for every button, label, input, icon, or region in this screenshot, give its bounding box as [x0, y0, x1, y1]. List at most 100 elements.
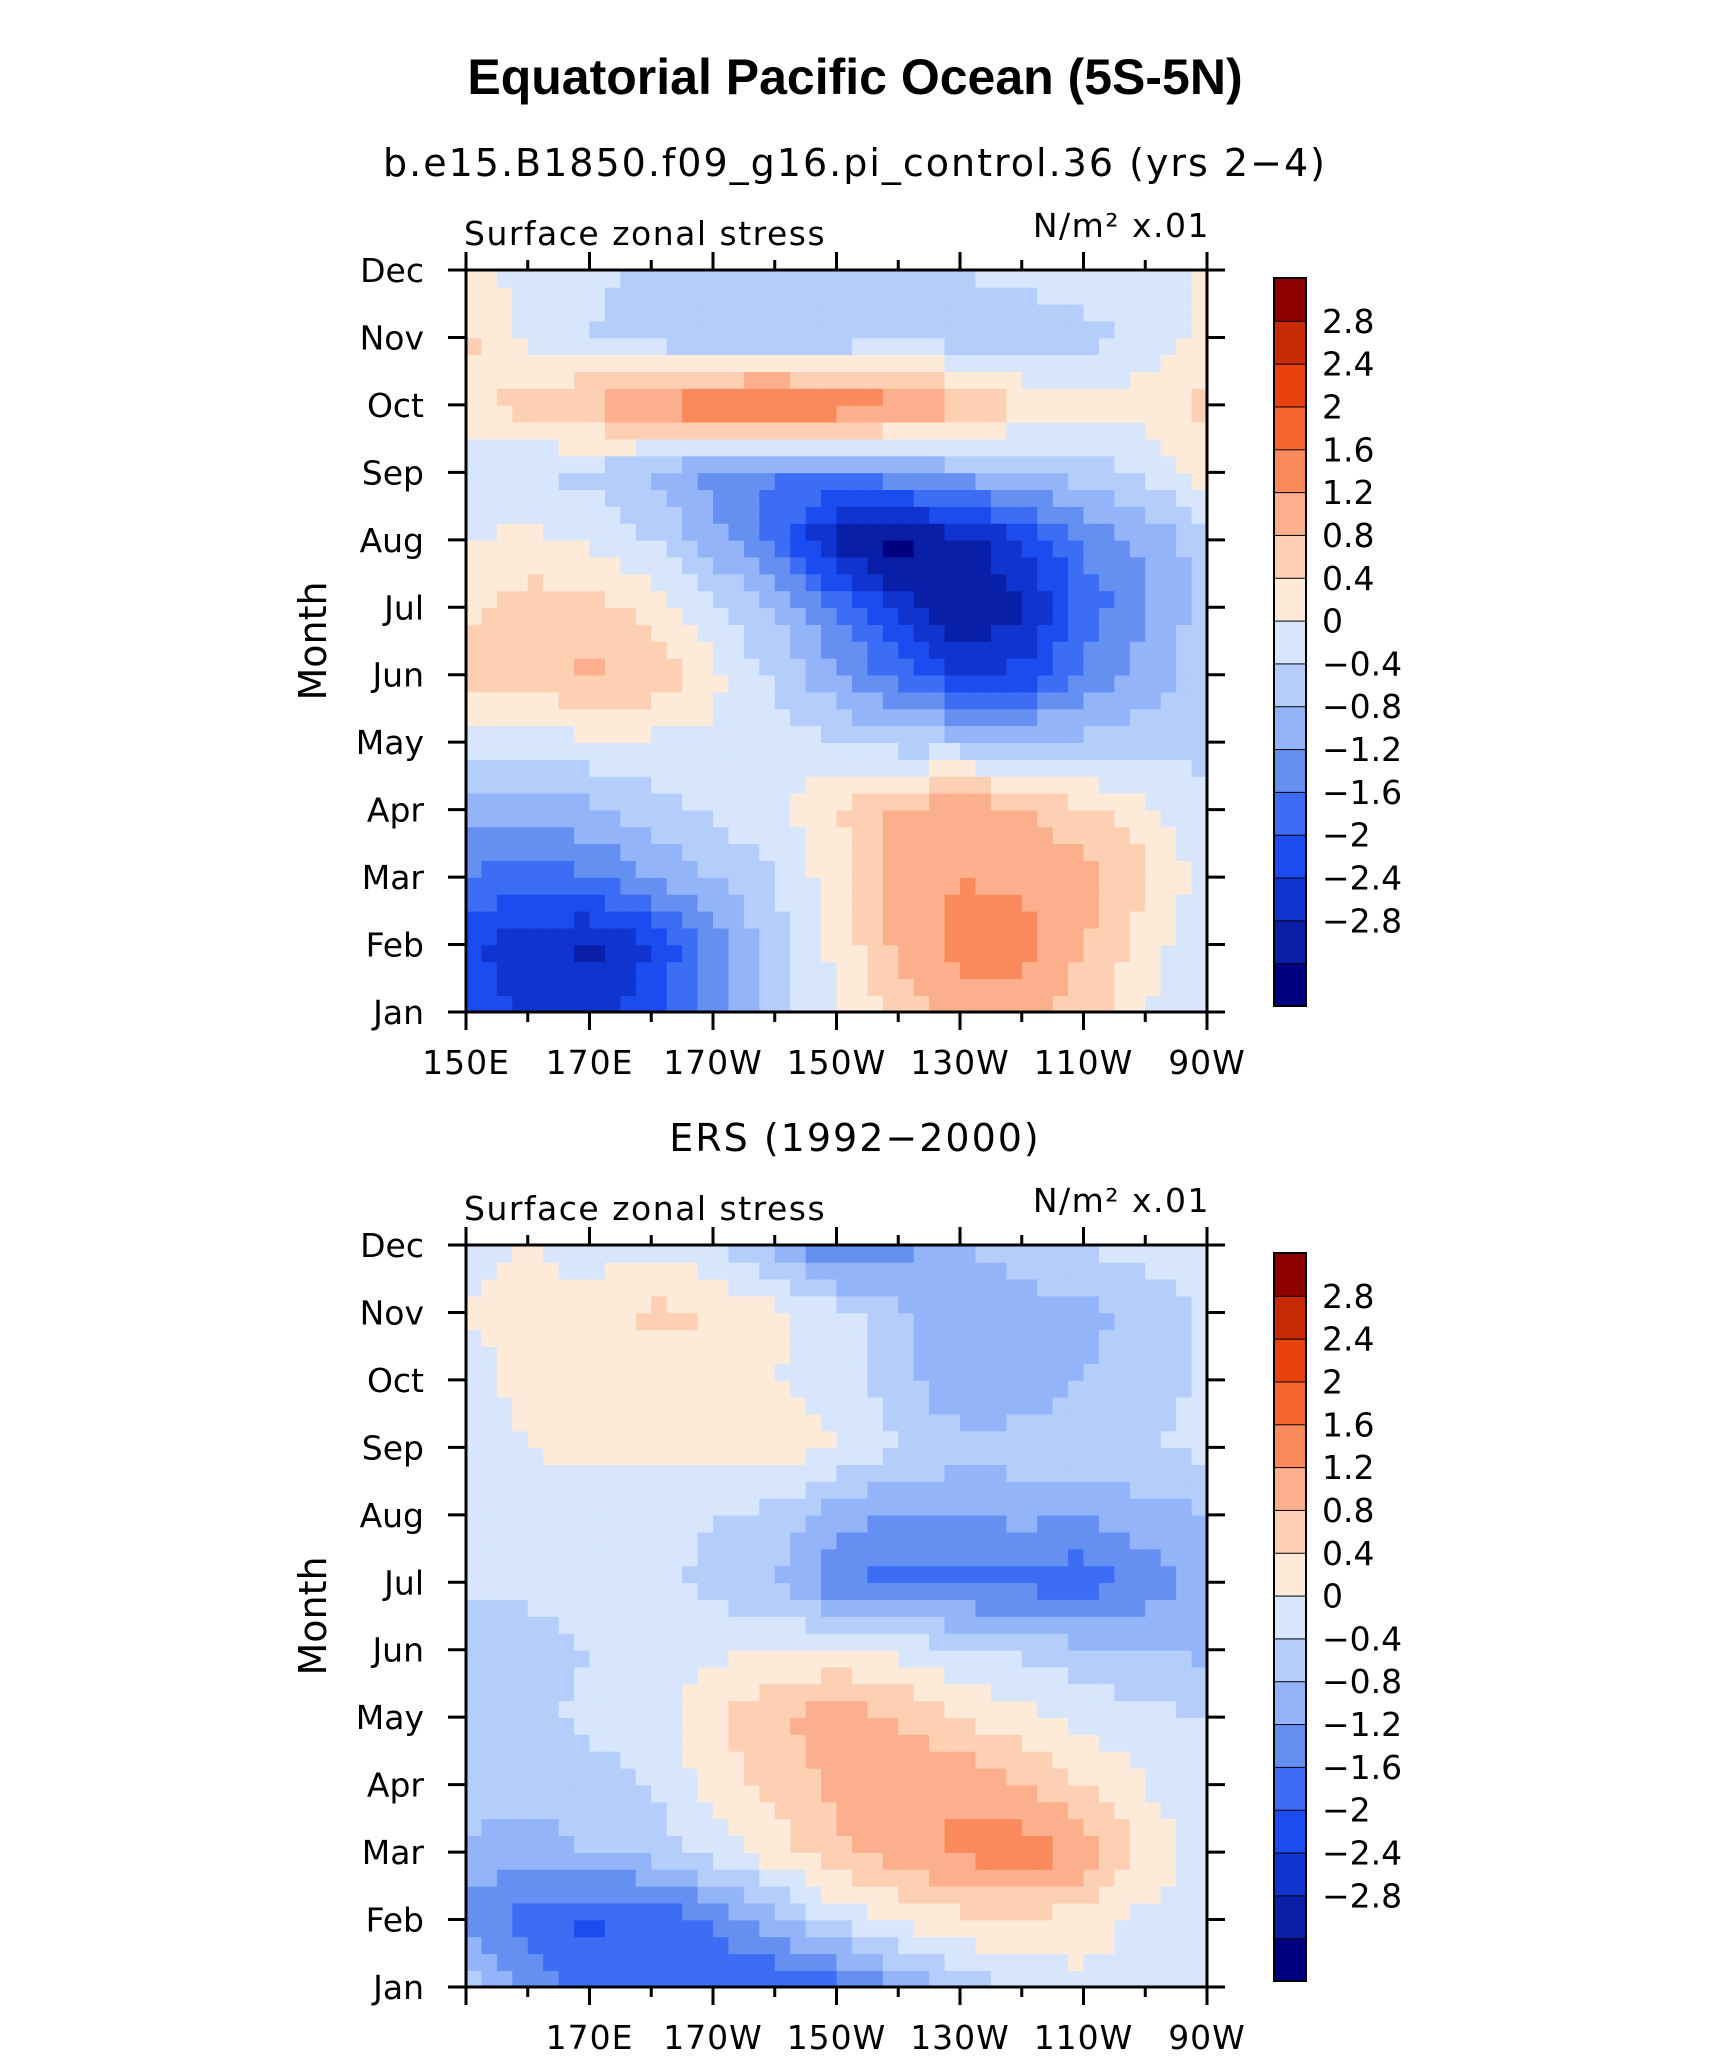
heatmap-cell	[990, 320, 1008, 339]
heatmap-cell	[697, 1649, 714, 1668]
heatmap-cell	[728, 893, 745, 912]
heatmap-cell	[805, 354, 822, 372]
heatmap-cell	[527, 742, 544, 760]
heatmap-cell	[713, 1767, 730, 1786]
heatmap-cell	[759, 1363, 776, 1381]
heatmap-cell	[496, 1767, 514, 1786]
heatmap-cell	[743, 1565, 761, 1584]
heatmap-cell	[882, 438, 900, 457]
heatmap-cell	[558, 354, 575, 372]
heatmap-cell	[990, 1379, 1008, 1398]
heatmap-cell	[1145, 1700, 1162, 1718]
heatmap-cell	[882, 337, 900, 356]
heatmap-cell	[1052, 472, 1069, 491]
heatmap-cell	[682, 809, 699, 828]
heatmap-cell	[1021, 674, 1038, 693]
heatmap-cell	[759, 590, 776, 609]
heatmap-cell	[1098, 1784, 1116, 1803]
heatmap-cell	[651, 674, 668, 693]
heatmap-cell	[666, 995, 683, 1012]
heatmap-cell	[1191, 1548, 1207, 1567]
heatmap-cell	[851, 1852, 869, 1870]
heatmap-cell	[990, 421, 1008, 440]
heatmap-cell	[1176, 1683, 1193, 1702]
heatmap-cell	[882, 472, 900, 491]
heatmap-cell	[1083, 809, 1100, 828]
heatmap-cell	[1129, 590, 1147, 609]
heatmap-cell	[496, 286, 514, 305]
heatmap-cell	[990, 1295, 1008, 1314]
heatmap-cell	[481, 1497, 498, 1516]
heatmap-cell	[913, 1531, 930, 1550]
heatmap-cell	[944, 337, 961, 356]
heatmap-cell	[466, 539, 483, 558]
heatmap-cell	[898, 1649, 915, 1668]
heatmap-cell	[805, 1666, 822, 1685]
heatmap-cell	[851, 1599, 869, 1617]
heatmap-cell	[836, 1430, 853, 1449]
heatmap-cell	[1006, 1464, 1023, 1482]
heatmap-cell	[697, 354, 714, 372]
heatmap-cell	[635, 691, 653, 710]
heatmap-cell	[589, 1767, 606, 1786]
heatmap-cell	[990, 742, 1008, 760]
heatmap-cell	[821, 421, 838, 440]
heatmap-cell	[1037, 1363, 1054, 1381]
heatmap-cell	[697, 1278, 714, 1297]
heatmap-cell	[1083, 455, 1100, 474]
heatmap-cell	[882, 1430, 900, 1449]
heatmap-cell	[682, 1649, 699, 1668]
heatmap-cell	[728, 1312, 745, 1331]
heatmap-cell	[604, 1970, 622, 1987]
heatmap-cell	[604, 1717, 622, 1735]
heatmap-cell	[481, 893, 498, 912]
heatmap-cell	[990, 927, 1008, 946]
heatmap-cell	[1191, 1683, 1207, 1702]
heatmap-cell	[496, 489, 514, 507]
heatmap-cell	[604, 1632, 622, 1651]
heatmap-cell	[574, 1430, 591, 1449]
heatmap-cell	[574, 522, 591, 541]
heatmap-cell	[574, 1970, 591, 1987]
heatmap-cell	[944, 1413, 961, 1432]
heatmap-cell	[851, 1919, 869, 1938]
heatmap-cell	[1145, 1447, 1162, 1466]
heatmap-cell	[1021, 1447, 1038, 1466]
heatmap-cell	[1021, 1346, 1038, 1364]
heatmap-cell	[1037, 1666, 1054, 1685]
heatmap-cell	[929, 1801, 946, 1820]
heatmap-cell	[790, 742, 807, 760]
heatmap-cell	[481, 1447, 498, 1466]
heatmap-cell	[589, 1902, 606, 1921]
heatmap-cell	[512, 1413, 529, 1432]
heatmap-cell	[759, 978, 776, 996]
heatmap-cell	[713, 995, 730, 1012]
heatmap-cell	[898, 1936, 915, 1955]
heatmap-cell	[805, 506, 822, 524]
heatmap-cell	[635, 1363, 653, 1381]
heatmap-cell	[867, 354, 884, 372]
heatmap-cell	[1037, 404, 1054, 423]
heatmap-cell	[512, 455, 529, 474]
heatmap-cell	[620, 1835, 637, 1853]
heatmap-cell	[466, 1312, 483, 1331]
heatmap-cell	[651, 1363, 668, 1381]
heatmap-cell	[666, 1363, 683, 1381]
heatmap-cell	[512, 354, 529, 372]
heatmap-cell	[1145, 1666, 1162, 1685]
heatmap-cell	[790, 506, 807, 524]
heatmap-cell	[759, 1481, 776, 1499]
heatmap-cell	[929, 995, 946, 1012]
heatmap-cell	[851, 1885, 869, 1904]
heatmap-cell	[867, 472, 884, 491]
heatmap-cell	[1114, 1599, 1131, 1617]
heatmap-cell	[527, 1430, 544, 1449]
heatmap-cell	[836, 657, 853, 676]
heatmap-cell	[990, 759, 1008, 777]
heatmap-cell	[1006, 270, 1023, 288]
heatmap-cell	[805, 961, 822, 980]
heatmap-cell	[851, 1902, 869, 1921]
heatmap-cell	[960, 371, 977, 389]
heatmap-cell	[805, 1481, 822, 1499]
heatmap-cell	[1021, 1413, 1038, 1432]
